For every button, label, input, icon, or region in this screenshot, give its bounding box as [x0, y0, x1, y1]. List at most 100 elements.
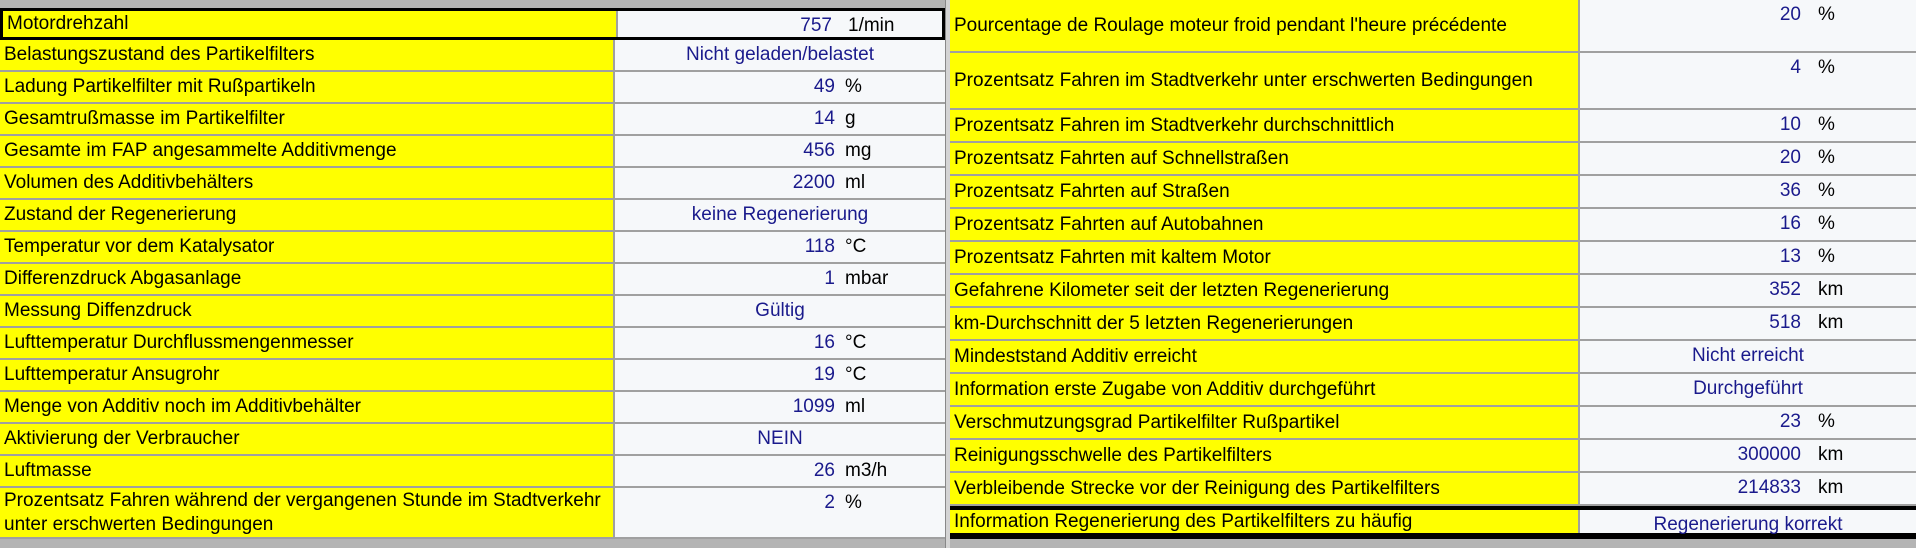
parameter-row[interactable]: Menge von Additiv noch im Additivbehälte… [0, 392, 945, 424]
parameter-row[interactable]: Information erste Zugabe von Additiv dur… [950, 374, 1916, 407]
parameter-row[interactable]: Prozentsatz Fahrten auf Autobahnen 16% [950, 209, 1916, 242]
parameter-value-text: Durchgeführt [1693, 378, 1803, 399]
parameter-unit: km [1818, 312, 1844, 333]
parameter-value-cell: keine Regenerierung [615, 200, 945, 230]
parameter-value: 13 [1779, 246, 1801, 267]
parameter-row[interactable]: Prozentsatz Fahren während der vergangen… [0, 488, 945, 539]
parameter-row[interactable]: Gefahrene Kilometer seit der letzten Reg… [950, 275, 1916, 308]
parameter-row[interactable]: Reinigungsschwelle des Partikelfilters 30… [950, 440, 1916, 473]
parameter-label: Verschmutzungsgrad Partikelfilter Rußpar… [950, 407, 1580, 438]
parameter-value-cell: Durchgeführt [1580, 374, 1916, 405]
parameter-row[interactable]: Lufttemperatur Durchflussmengenmesser 16 °… [0, 328, 945, 360]
parameter-row[interactable]: Prozentsatz Fahren im Stadtverkehr durch… [950, 110, 1916, 143]
parameter-row[interactable]: Messung Diffenzdruck Gültig [0, 296, 945, 328]
parameter-value-text: Regenerierung korrekt [1653, 514, 1843, 535]
parameter-value-cell: 23% [1580, 407, 1916, 438]
parameter-value: 49 [813, 76, 835, 97]
parameter-label: Gesamtrußmasse im Partikelfilter [0, 104, 615, 134]
parameter-label: Belastungszustand des Partikelfilters [0, 40, 615, 70]
parameter-value-cell: 20% [1580, 0, 1916, 51]
parameter-value: 1099 [792, 396, 835, 417]
parameter-unit: % [1818, 57, 1835, 78]
parameter-value-cell: 20% [1580, 143, 1916, 174]
parameter-label: Messung Diffenzdruck [0, 296, 615, 326]
parameter-row[interactable]: Motordrehzahl 757 1/min [0, 8, 945, 40]
parameter-row[interactable]: Temperatur vor dem Katalysator 118 °C [0, 232, 945, 264]
parameter-row[interactable]: Ladung Partikelfilter mit Rußpartikeln 49… [0, 72, 945, 104]
parameter-row[interactable]: Mindeststand Additiv erreicht Nicht errei… [950, 341, 1916, 374]
panel-divider[interactable] [945, 0, 950, 548]
parameter-unit: % [1818, 246, 1835, 267]
parameter-row[interactable]: Prozentsatz Fahrten auf Straßen 36% [950, 176, 1916, 209]
parameter-unit: g [845, 108, 856, 129]
parameter-value: 518 [1769, 312, 1801, 333]
parameter-row[interactable]: Gesamte im FAP angesammelte Additivmenge… [0, 136, 945, 168]
parameter-row[interactable]: Pourcentage de Roulage moteur froid pend… [950, 0, 1916, 53]
parameter-value-text: Nicht geladen/belastet [685, 44, 874, 65]
parameter-label: Motordrehzahl [3, 11, 618, 37]
parameter-unit: °C [845, 236, 867, 257]
parameter-label: Prozentsatz Fahrten auf Schnellstraßen [950, 143, 1580, 174]
parameter-value-cell: Nicht erreicht [1580, 341, 1916, 372]
parameter-value-cell: 36% [1580, 176, 1916, 207]
parameter-value-cell: 118 °C [615, 232, 945, 262]
parameter-value-cell: 1099 ml [615, 392, 945, 422]
parameter-label: Prozentsatz Fahren während der vergangen… [0, 488, 615, 537]
parameter-row[interactable]: Prozentsatz Fahrten mit kaltem Motor 13% [950, 242, 1916, 275]
parameter-value: 10 [1779, 114, 1801, 135]
parameter-value-cell: 1 mbar [615, 264, 945, 294]
parameter-label: Luftmasse [0, 456, 615, 486]
parameter-value-cell: 14 g [615, 104, 945, 134]
parameter-label: km-Durchschnitt der 5 letzten Regenerier… [950, 308, 1580, 339]
parameter-row[interactable]: Belastungszustand des Partikelfilters Nic… [0, 40, 945, 72]
parameter-row[interactable]: km-Durchschnitt der 5 letzten Regenerier… [950, 308, 1916, 341]
parameter-row[interactable]: Prozentsatz Fahren im Stadtverkehr unter… [950, 53, 1916, 110]
parameter-label: Prozentsatz Fahrten auf Autobahnen [950, 209, 1580, 240]
parameter-unit: % [1818, 114, 1835, 135]
parameter-value: 19 [813, 364, 835, 385]
parameter-label: Lufttemperatur Ansugrohr [0, 360, 615, 390]
parameter-label: Pourcentage de Roulage moteur froid pend… [950, 0, 1580, 51]
parameter-value: 1 [824, 268, 835, 289]
left-parameter-table: Motordrehzahl 757 1/min Belastungszustand d… [0, 0, 945, 539]
parameter-row[interactable]: Volumen des Additivbehälters 2200 ml [0, 168, 945, 200]
parameter-row[interactable]: Zustand der Regenerierung keine Regenerie… [0, 200, 945, 232]
parameter-value-text: keine Regenerierung [691, 204, 869, 225]
parameter-value-text: Gültig [755, 300, 805, 321]
parameter-unit: 1/min [848, 15, 895, 36]
parameter-value-cell: 19 °C [615, 360, 945, 390]
parameter-label: Verbleibende Strecke vor der Reinigung d… [950, 473, 1580, 504]
parameter-value-text: NEIN [757, 428, 803, 449]
parameter-row[interactable]: Aktivierung der Verbraucher NEIN [0, 424, 945, 456]
parameter-row[interactable]: Differenzdruck Abgasanlage 1 mbar [0, 264, 945, 296]
parameter-label: Prozentsatz Fahrten auf Straßen [950, 176, 1580, 207]
parameter-row[interactable]: Luftmasse 26 m3/h [0, 456, 945, 488]
parameter-label: Mindeststand Additiv erreicht [950, 341, 1580, 372]
parameter-value-cell: 13% [1580, 242, 1916, 273]
parameter-unit: mg [845, 140, 872, 161]
parameter-value-cell: NEIN [615, 424, 945, 454]
parameter-value: 300000 [1737, 444, 1801, 465]
parameter-label: Volumen des Additivbehälters [0, 168, 615, 198]
parameter-value-cell: 16 °C [615, 328, 945, 358]
parameter-value: 757 [800, 15, 832, 36]
parameter-label: Aktivierung der Verbraucher [0, 424, 615, 454]
parameter-value-cell: 16% [1580, 209, 1916, 240]
parameter-row[interactable]: Lufttemperatur Ansugrohr 19 °C [0, 360, 945, 392]
parameter-value-cell: 26 m3/h [615, 456, 945, 486]
parameter-value: 118 [804, 236, 835, 257]
parameter-row[interactable]: Gesamtrußmasse im Partikelfilter 14 g [0, 104, 945, 136]
parameter-value-cell: 518 km [1580, 308, 1916, 339]
parameter-value-cell: 300000 km [1580, 440, 1916, 471]
parameter-row[interactable]: Verschmutzungsgrad Partikelfilter Rußpar… [950, 407, 1916, 440]
parameter-unit: ml [845, 396, 866, 417]
parameter-value: 26 [813, 460, 835, 481]
parameter-label: Prozentsatz Fahren im Stadtverkehr durch… [950, 110, 1580, 141]
parameter-label: Prozentsatz Fahren im Stadtverkehr unter… [950, 53, 1580, 108]
parameter-row[interactable]: Information Regenerierung des Partikelfi… [950, 506, 1916, 539]
parameter-value: 20 [1779, 147, 1801, 168]
parameter-value: 214833 [1737, 477, 1801, 498]
parameter-row[interactable]: Verbleibende Strecke vor der Reinigung d… [950, 473, 1916, 506]
parameter-unit: % [845, 492, 862, 513]
parameter-row[interactable]: Prozentsatz Fahrten auf Schnellstraßen 20… [950, 143, 1916, 176]
